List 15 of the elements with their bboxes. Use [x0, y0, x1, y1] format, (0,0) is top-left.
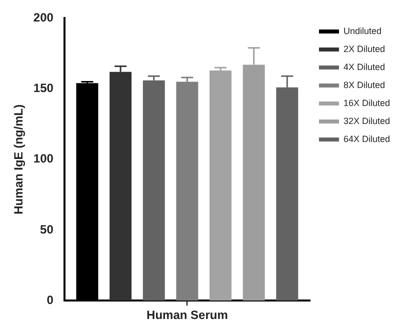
y-tick-label: 0 [46, 292, 54, 307]
y-tick-label: 50 [40, 222, 54, 236]
legend-label: 32X Diluted [343, 116, 390, 126]
x-tick-label: Human Serum [146, 308, 228, 322]
y-tick-label: 100 [33, 152, 54, 166]
bar [210, 70, 232, 301]
legend-label: 16X Diluted [343, 98, 390, 108]
legend-label: 2X Diluted [343, 44, 385, 54]
legend-label: 64X Diluted [343, 134, 390, 144]
legend-label: 8X Diluted [343, 80, 385, 90]
y-tick-label: 150 [33, 81, 54, 96]
legend-label: Undiluted [343, 26, 382, 36]
legend-label: 4X Diluted [343, 62, 385, 72]
y-axis-title: Human IgE (ng/mL) [12, 104, 26, 214]
y-tick-label: 200 [33, 10, 54, 25]
